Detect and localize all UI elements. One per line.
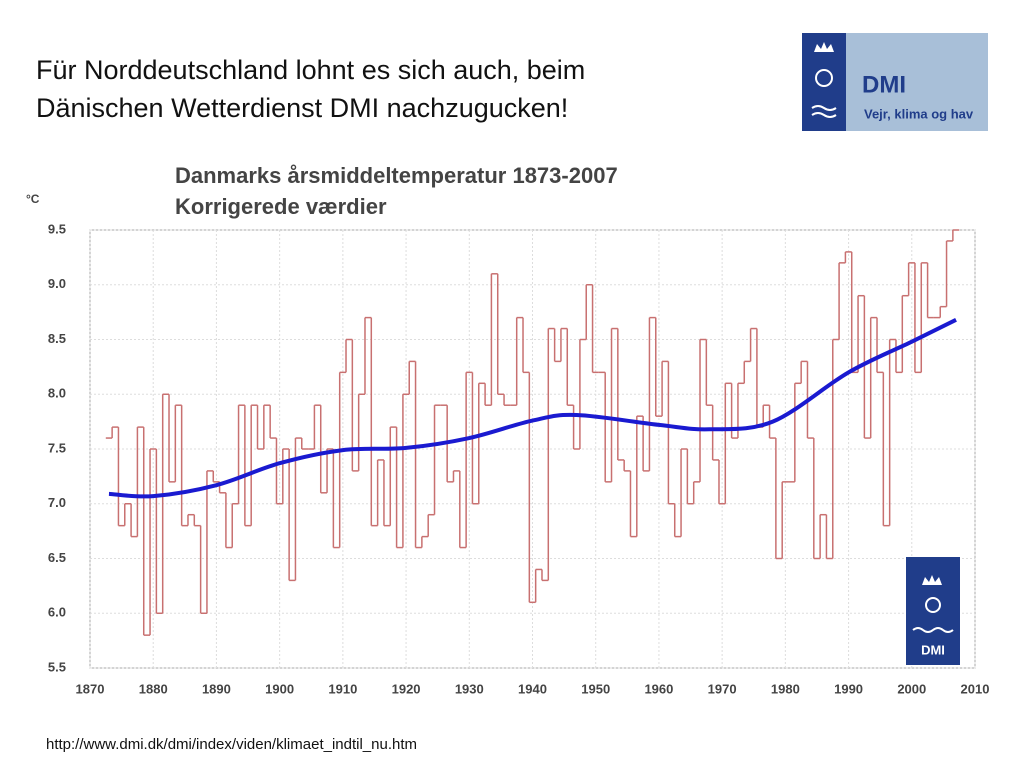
small-logo-crown [922, 575, 942, 585]
chart-subtitle: Korrigerede værdier [175, 194, 387, 219]
small-logo-name: DMI [921, 642, 945, 657]
trend-line [108, 317, 957, 499]
x-tick-label: 1900 [265, 681, 294, 696]
y-tick-label: 8.0 [48, 386, 66, 401]
y-tick-label: 6.5 [48, 550, 66, 565]
source-url: http://www.dmi.dk/dmi/index/viden/klimae… [46, 736, 417, 753]
y-tick-label: 8.5 [48, 331, 66, 346]
x-tick-label: 2000 [897, 681, 926, 696]
x-tick-label: 1940 [518, 681, 547, 696]
slide-title: Für Norddeutschland lohnt es sich auch, … [36, 55, 585, 85]
y-tick-label: 9.0 [48, 276, 66, 291]
y-tick-label: 7.0 [48, 495, 66, 510]
y-tick-label: 5.5 [48, 659, 66, 674]
x-tick-label: 1970 [708, 681, 737, 696]
x-tick-label: 1980 [771, 681, 800, 696]
x-tick-label: 1930 [455, 681, 484, 696]
x-tick-label: 1870 [76, 681, 105, 696]
plot: 5.5 6.0 6.5 7.0 7.5 8.0 8.5 9.0 9.5 1870 1880 1890 1… [48, 221, 990, 696]
logo-sun [815, 69, 833, 87]
y-tick-label: 7.5 [48, 440, 66, 455]
logo-tagline: Vejr, klima og hav [864, 106, 974, 121]
y-tick-label: 9.5 [48, 221, 66, 236]
logo-waves [811, 105, 837, 118]
logo-name: DMI [862, 71, 906, 98]
small-logo-sun [925, 597, 941, 613]
dmi-small-logo: DMI [906, 557, 960, 665]
logo-crown [814, 42, 834, 52]
x-tick-label: 1880 [139, 681, 168, 696]
small-logo-waves [912, 627, 954, 633]
x-tick-label: 1960 [644, 681, 673, 696]
chart-title: Danmarks årsmiddeltemperatur 1873-2007 [175, 163, 618, 188]
x-tick-label: 1890 [202, 681, 231, 696]
x-tick-label: 1950 [581, 681, 610, 696]
y-axis-label: °C [26, 192, 40, 206]
x-tick-label: 1990 [834, 681, 863, 696]
x-tick-label: 1920 [392, 681, 421, 696]
dmi-logo: DMI Vejr, klima og hav [802, 33, 988, 131]
x-tick-label: 1910 [328, 681, 357, 696]
y-tick-label: 6.0 [48, 605, 66, 620]
x-tick-label: 2010 [961, 681, 990, 696]
slide-title: Dänischen Wetterdienst DMI nachzugucken! [36, 93, 568, 123]
